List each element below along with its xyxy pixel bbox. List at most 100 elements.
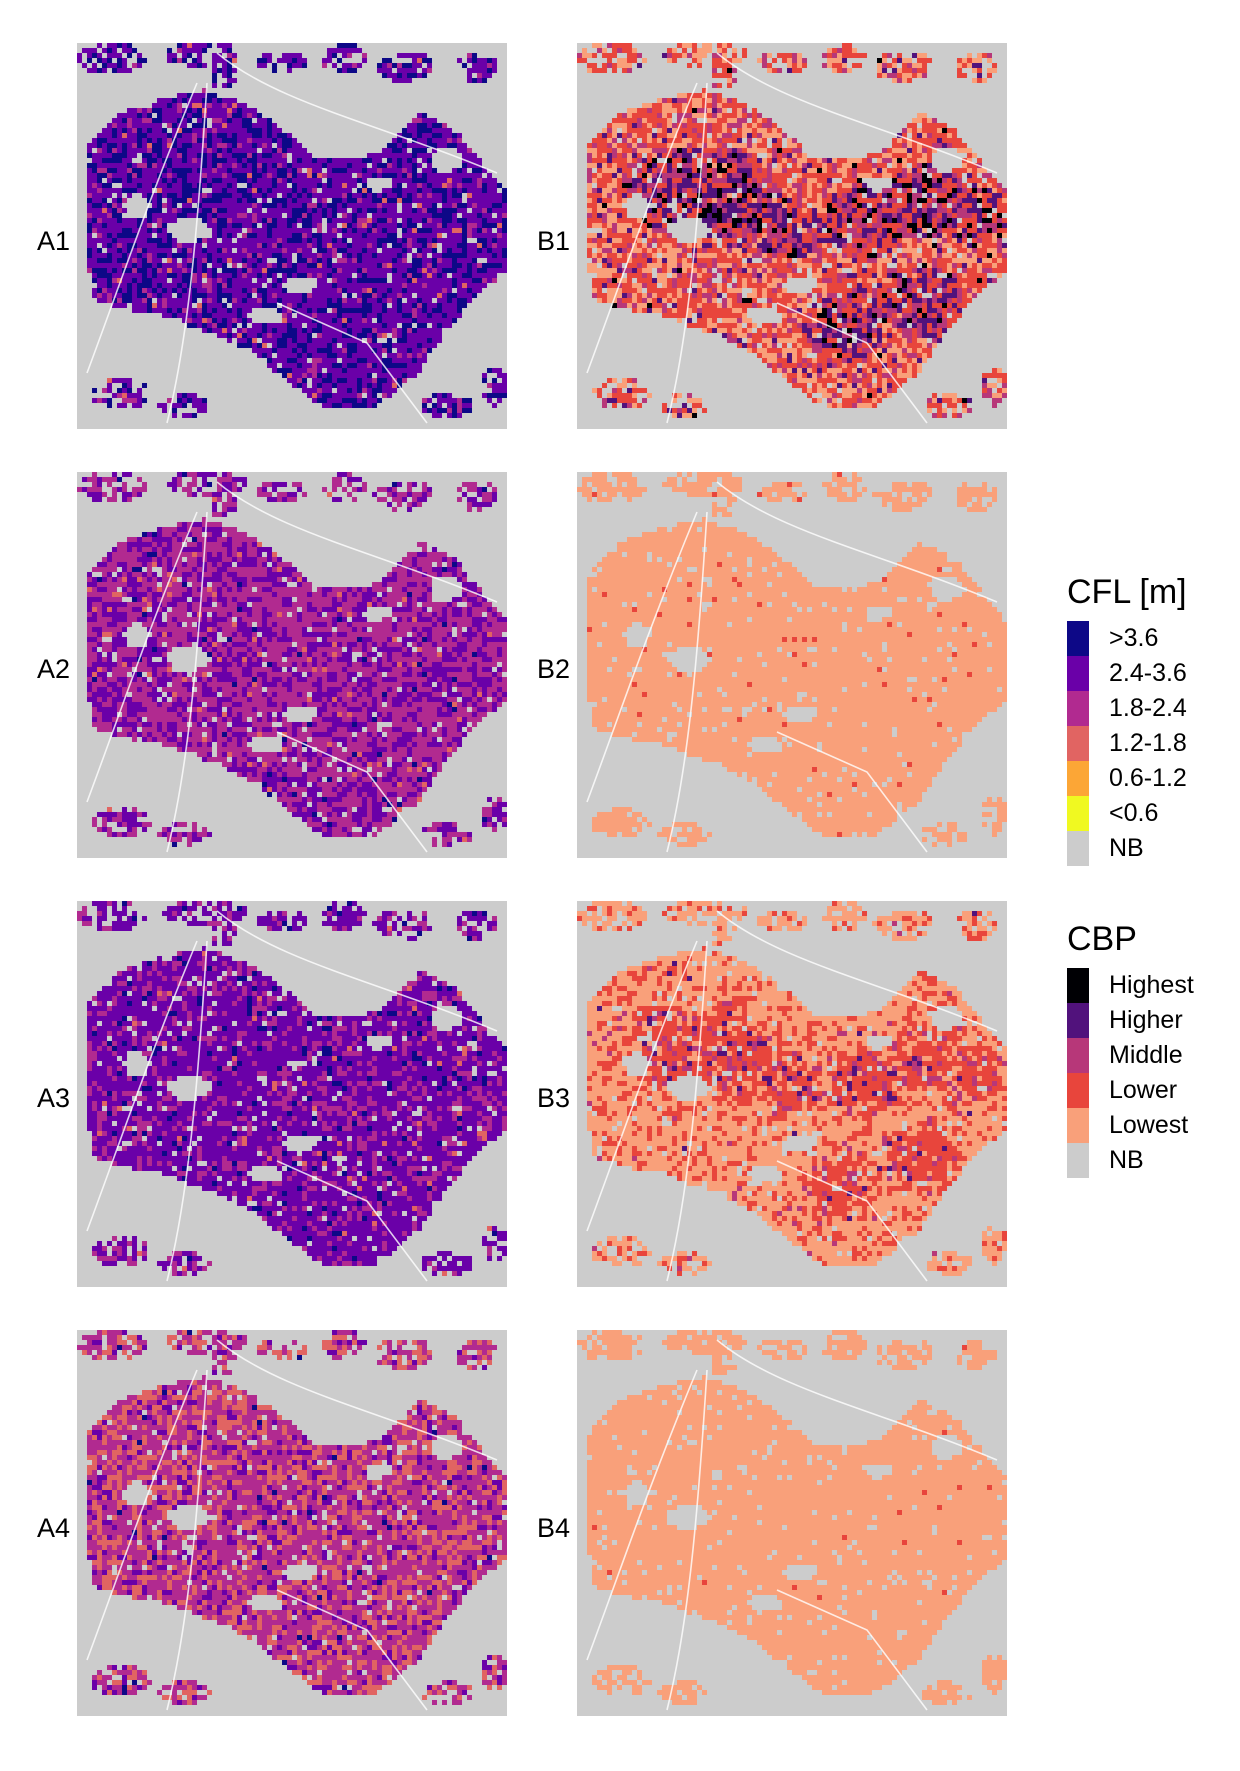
legend-cfl-label: <0.6 xyxy=(1109,799,1158,828)
legend-swatch xyxy=(1067,1003,1089,1038)
road-line xyxy=(276,731,428,853)
legend-cbp-item: Lower xyxy=(1067,1073,1194,1108)
road-line xyxy=(666,1369,708,1711)
road-line xyxy=(666,940,708,1282)
panel-a4 xyxy=(77,1330,507,1716)
road-line xyxy=(166,511,208,853)
road-line xyxy=(216,910,498,1032)
map-raster xyxy=(77,43,507,418)
legend-cbp-label: NB xyxy=(1109,1146,1144,1175)
legend-cbp-item: Lowest xyxy=(1067,1108,1194,1143)
legend-swatch xyxy=(1067,1038,1089,1073)
panel-label-a1: A1 xyxy=(37,228,70,255)
road-line xyxy=(586,1369,698,1661)
road-line xyxy=(216,52,498,174)
map-panel-svg xyxy=(577,472,1007,858)
legend-cbp-label: Lower xyxy=(1109,1076,1177,1105)
map-panel-svg xyxy=(577,1330,1007,1716)
legend-cbp-label: Lowest xyxy=(1109,1111,1188,1140)
legend-cfl-item: <0.6 xyxy=(1067,796,1187,831)
legend-cfl-label: 2.4-3.6 xyxy=(1109,659,1187,688)
legend-cbp-label: Middle xyxy=(1109,1041,1183,1070)
legend-cfl-item: NB xyxy=(1067,831,1187,866)
legend-swatch xyxy=(1067,1108,1089,1143)
legend-swatch xyxy=(1067,968,1089,1003)
road-line xyxy=(586,940,698,1232)
road-line xyxy=(276,1589,428,1711)
road-line xyxy=(666,511,708,853)
legend-cfl-item: 0.6-1.2 xyxy=(1067,761,1187,796)
legend-cbp-item: Higher xyxy=(1067,1003,1194,1038)
panel-label-a4: A4 xyxy=(37,1515,70,1542)
panel-label-b2: B2 xyxy=(537,656,570,683)
legend-cfl-label: 1.2-1.8 xyxy=(1109,729,1187,758)
legend-cbp-label: Highest xyxy=(1109,971,1194,1000)
map-raster xyxy=(77,901,507,1276)
road-line xyxy=(86,511,198,803)
panel-label-b4: B4 xyxy=(537,1515,570,1542)
panel-a2 xyxy=(77,472,507,858)
panel-b2 xyxy=(577,472,1007,858)
panel-b3 xyxy=(577,901,1007,1287)
map-raster xyxy=(577,901,1007,1276)
road-line xyxy=(216,481,498,603)
legend-swatch xyxy=(1067,726,1089,761)
legend-swatch xyxy=(1067,761,1089,796)
legend-cbp-item: Middle xyxy=(1067,1038,1194,1073)
map-panel-svg xyxy=(577,901,1007,1287)
road-line xyxy=(276,302,428,424)
legend-cfl-title: CFL [m] xyxy=(1067,575,1187,609)
panel-label-b3: B3 xyxy=(537,1085,570,1112)
legend-swatch xyxy=(1067,691,1089,726)
legend-swatch xyxy=(1067,656,1089,691)
map-panel-svg xyxy=(77,43,507,429)
road-line xyxy=(86,1369,198,1661)
map-panel-svg xyxy=(577,43,1007,429)
panel-a3 xyxy=(77,901,507,1287)
legend-cfl-label: NB xyxy=(1109,834,1144,863)
road-line xyxy=(166,1369,208,1711)
panel-label-a2: A2 xyxy=(37,656,70,683)
road-line xyxy=(716,481,998,603)
legend-cbp-item: NB xyxy=(1067,1143,1194,1178)
road-line xyxy=(716,1339,998,1461)
road-line xyxy=(86,82,198,374)
legend-cfl-item: 1.2-1.8 xyxy=(1067,726,1187,761)
legend-cbp-item: Highest xyxy=(1067,968,1194,1003)
legend-cfl-label: 0.6-1.2 xyxy=(1109,764,1187,793)
map-raster xyxy=(77,472,507,847)
road-line xyxy=(776,731,928,853)
panel-label-b1: B1 xyxy=(537,228,570,255)
legend-swatch xyxy=(1067,831,1089,866)
legend-cbp-items: Highest Higher Middle Lower Lowest NB xyxy=(1067,968,1194,1178)
road-line xyxy=(776,1589,928,1711)
road-line xyxy=(586,82,698,374)
map-panel-svg xyxy=(77,901,507,1287)
panel-label-a3: A3 xyxy=(37,1085,70,1112)
road-line xyxy=(716,910,998,1032)
road-line xyxy=(216,1339,498,1461)
legend-cbp: CBP Highest Higher Middle Lower Lowest N… xyxy=(1067,922,1194,1178)
legend-cfl: CFL [m] >3.6 2.4-3.6 1.8-2.4 1.2-1.8 0.6… xyxy=(1067,575,1187,866)
legend-cfl-label: >3.6 xyxy=(1109,624,1158,653)
map-panel-svg xyxy=(77,1330,507,1716)
road-line xyxy=(586,511,698,803)
legend-swatch xyxy=(1067,796,1089,831)
legend-cfl-item: 2.4-3.6 xyxy=(1067,656,1187,691)
road-line xyxy=(716,52,998,174)
road-line xyxy=(166,82,208,424)
legend-cbp-label: Higher xyxy=(1109,1006,1183,1035)
legend-cfl-items: >3.6 2.4-3.6 1.8-2.4 1.2-1.8 0.6-1.2 <0.… xyxy=(1067,621,1187,866)
legend-cfl-item: 1.8-2.4 xyxy=(1067,691,1187,726)
road-line xyxy=(276,1160,428,1282)
legend-swatch xyxy=(1067,621,1089,656)
panel-a1 xyxy=(77,43,507,429)
road-line xyxy=(666,82,708,424)
road-line xyxy=(776,1160,928,1282)
legend-cfl-label: 1.8-2.4 xyxy=(1109,694,1187,723)
legend-swatch xyxy=(1067,1073,1089,1108)
road-line xyxy=(166,940,208,1282)
legend-cbp-title: CBP xyxy=(1067,922,1194,956)
panel-b4 xyxy=(577,1330,1007,1716)
legend-swatch xyxy=(1067,1143,1089,1178)
